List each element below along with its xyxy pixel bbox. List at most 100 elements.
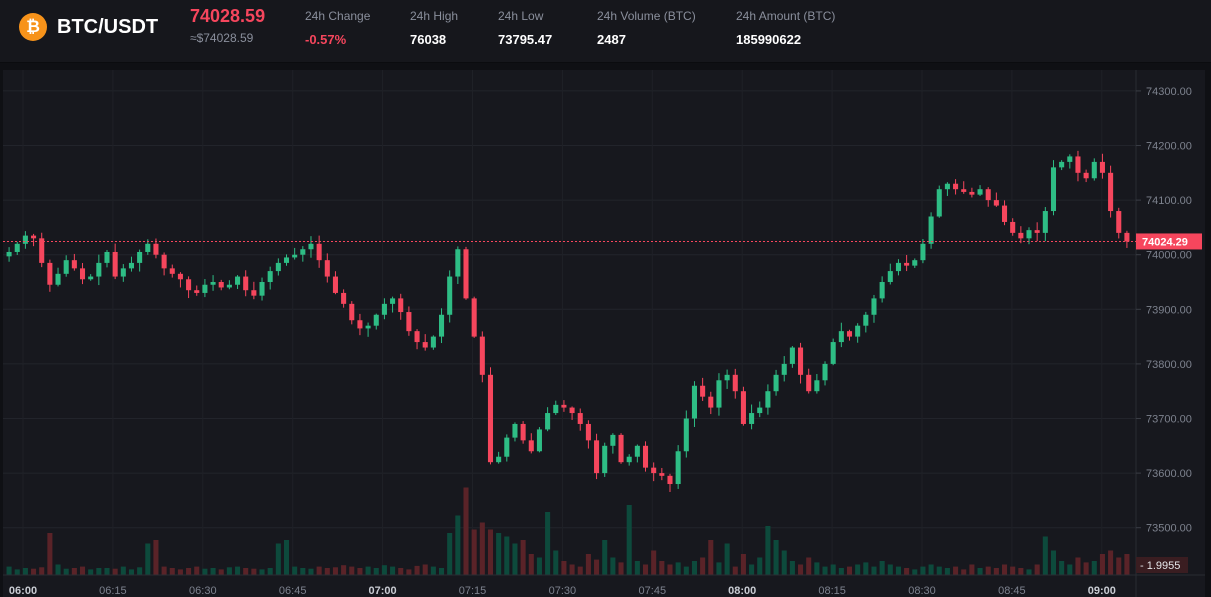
volume-bar: [528, 554, 534, 575]
volume-bars: [6, 487, 1130, 575]
volume-bar: [944, 568, 950, 575]
volume-bar: [879, 561, 885, 575]
volume-bar: [438, 568, 445, 575]
candle-body: [1001, 205, 1008, 222]
stat-label: 24h Low: [498, 9, 544, 23]
candlestick-chart[interactable]: 74300.00 74200.00 74100.00 74000.00 73900.00…: [3, 70, 1205, 597]
volume-bar: [210, 568, 216, 575]
candle-body: [1059, 161, 1065, 168]
volume-bar: [177, 569, 183, 575]
candle-body: [944, 183, 950, 190]
candle-body: [438, 314, 445, 337]
candle-body: [1034, 230, 1040, 233]
candle-body: [1099, 161, 1105, 173]
x-tick-label: 09:00: [1088, 585, 1116, 597]
volume-bar: [496, 533, 502, 575]
candle-body: [1108, 172, 1114, 212]
volume-bar: [1050, 550, 1057, 575]
candle-body: [267, 271, 273, 283]
candle-body: [447, 276, 453, 315]
volume-bar: [1116, 557, 1122, 575]
candle-body: [773, 374, 779, 392]
price-overlay: 74024.29 - 1.9955: [3, 233, 1202, 573]
candle-body: [31, 235, 37, 239]
stat-label: 24h Amount (BTC): [736, 9, 836, 23]
volume-bar: [235, 566, 241, 575]
volume-bar: [292, 566, 298, 575]
candle-body: [822, 363, 828, 381]
volume-bar: [700, 557, 706, 575]
candle-body: [757, 407, 763, 414]
chart-panel[interactable]: 74300.00 74200.00 74100.00 74000.00 73900.00…: [3, 70, 1205, 597]
candles: [6, 150, 1130, 492]
pair-title[interactable]: BTC/USDT: [57, 16, 159, 38]
candle-body: [1050, 167, 1057, 212]
grid-lines: [3, 70, 1136, 575]
volume-bar: [243, 568, 249, 575]
time-axis: 06:00 06:15 06:30 06:45 07:00 07:15 07:30 07:45…: [9, 585, 1116, 597]
candle-body: [14, 243, 20, 252]
candle-body: [798, 347, 804, 375]
last-price-usd: ≈$74028.59: [190, 31, 254, 45]
volume-bar: [512, 543, 518, 575]
y-tick-label: 74300.00: [1146, 86, 1192, 98]
volume-bar: [373, 568, 379, 575]
stat-label: 24h Change: [305, 9, 371, 23]
volume-bar: [71, 568, 77, 575]
volume-bar: [283, 540, 290, 575]
volume-bar: [55, 564, 61, 575]
volume-bar: [1018, 568, 1024, 575]
candle-body: [700, 385, 706, 397]
candle-body: [365, 325, 371, 329]
candle-body: [177, 273, 183, 280]
candle-body: [1116, 211, 1122, 233]
candle-body: [846, 331, 853, 337]
candle-body: [186, 279, 192, 291]
y-tick-label: 74200.00: [1146, 141, 1192, 153]
volume-bar: [357, 568, 363, 575]
volume-bar: [161, 566, 167, 575]
candle-body: [651, 467, 657, 474]
volume-bar: [1108, 550, 1114, 575]
candle-body: [357, 320, 363, 329]
stat-label: 24h Volume (BTC): [597, 9, 696, 23]
candle-body: [6, 251, 12, 257]
x-tick-label: 06:30: [189, 585, 217, 597]
volume-bar: [1010, 566, 1016, 575]
volume-bar: [659, 561, 665, 575]
candle-body: [904, 262, 910, 266]
volume-bar: [846, 566, 853, 575]
x-tick-label: 07:00: [369, 585, 397, 597]
candle-body: [275, 262, 281, 272]
candle-body: [218, 282, 224, 288]
volume-bar: [610, 557, 616, 575]
candle-body: [642, 445, 649, 468]
candle-body: [381, 303, 387, 315]
candle-body: [512, 423, 518, 438]
candle-body: [561, 404, 567, 408]
candle-body: [430, 336, 436, 348]
y-tick-label: 73800.00: [1146, 359, 1192, 371]
candle-body: [724, 374, 730, 381]
volume-bar: [553, 550, 559, 575]
candle-body: [594, 440, 600, 474]
candle-body: [683, 418, 689, 452]
volume-bar: [406, 569, 412, 575]
y-tick-label: 74100.00: [1146, 195, 1192, 207]
y-tick-label: 74000.00: [1146, 250, 1192, 262]
volume-bar: [765, 526, 771, 575]
volume-bar: [871, 566, 877, 575]
volume-bar: [708, 540, 714, 575]
candle-body: [202, 284, 208, 293]
candle-body: [577, 413, 583, 424]
candle-body: [887, 271, 893, 283]
volume-bar: [275, 543, 281, 575]
candle-body: [912, 260, 918, 266]
volume-bar: [936, 566, 942, 575]
volume-bar: [1124, 554, 1130, 575]
candle-body: [341, 292, 347, 304]
volume-bar: [920, 566, 926, 575]
candle-body: [871, 298, 877, 315]
volume-bar: [79, 566, 86, 575]
volume-bar: [1075, 557, 1081, 575]
